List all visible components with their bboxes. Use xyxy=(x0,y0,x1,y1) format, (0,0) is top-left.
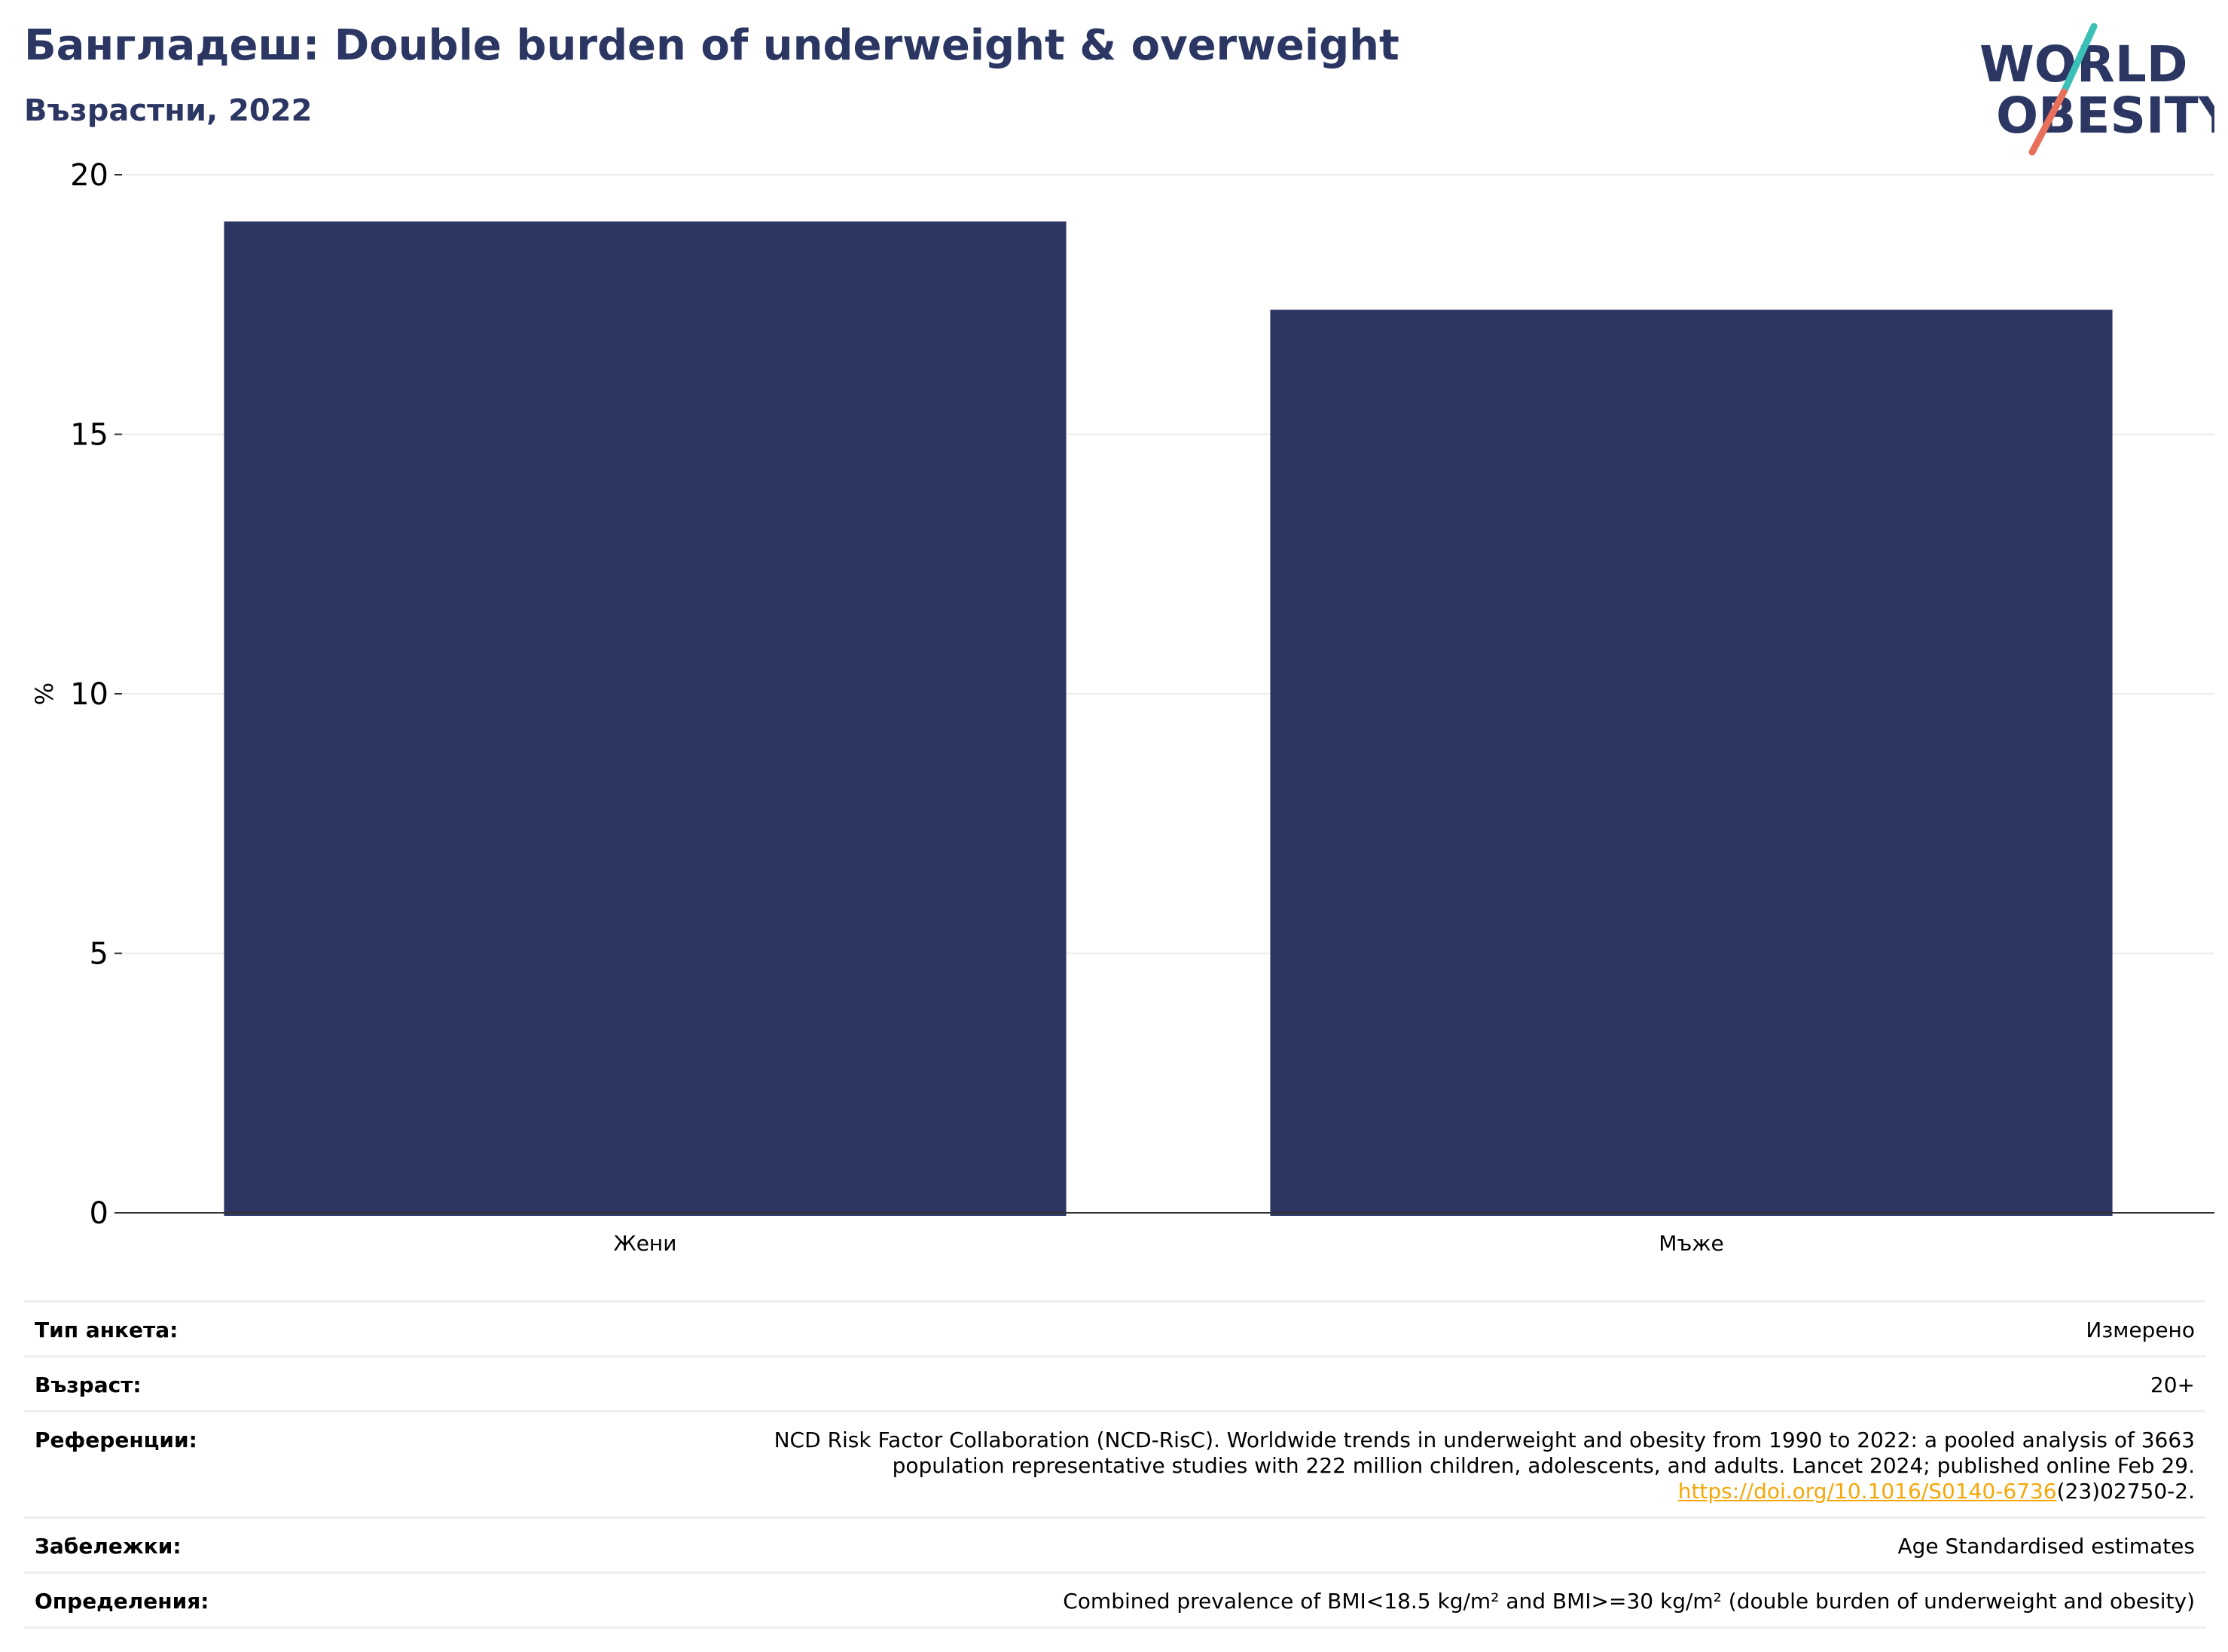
bar-2[interactable] xyxy=(1270,310,2113,1216)
meta-row-notes: Забележки: Age Standardised estimates xyxy=(24,1517,2205,1573)
y-tick-label: 10 xyxy=(70,677,108,712)
chart-subtitle: Възрастни, 2022 xyxy=(24,93,313,128)
metadata-table: Тип анкета: Измерено Възраст: 20+ Рефере… xyxy=(24,1300,2205,1629)
meta-row-references: Референции: NCD Risk Factor Collaboratio… xyxy=(24,1411,2205,1518)
reference-line-3: https://doi.org/10.1016/S0140-6736(23)02… xyxy=(295,1479,2195,1504)
meta-key: Определения: xyxy=(35,1589,209,1614)
meta-row-definitions: Определения: Combined prevalence of BMI<… xyxy=(24,1572,2205,1628)
reference-line-2: population representative studies with 2… xyxy=(892,1453,2195,1478)
bars xyxy=(224,221,2113,1216)
meta-value-reference: NCD Risk Factor Collaboration (NCD-RisC)… xyxy=(285,1412,2205,1518)
meta-value: Age Standardised estimates xyxy=(1897,1534,2195,1559)
chart-title: Бангладеш: Double burden of underweight … xyxy=(24,21,1399,70)
y-axis-ticks: 0 5 10 15 20 xyxy=(70,158,122,1231)
meta-value: Combined prevalence of BMI<18.5 kg/m² an… xyxy=(1063,1589,2195,1614)
y-tick-label: 20 xyxy=(70,158,108,193)
bar-1[interactable] xyxy=(224,221,1067,1216)
logo-slash-top xyxy=(2060,23,2098,96)
bar-chart: 0 5 10 15 20 Жени Мъже % xyxy=(30,158,2214,1256)
doi-suffix: (23)02750-2. xyxy=(2056,1479,2195,1504)
doi-link[interactable]: https://doi.org/10.1016/S0140-6736 xyxy=(1677,1479,2057,1504)
logo-slash-bottom xyxy=(2028,88,2068,156)
y-tick-label: 0 xyxy=(90,1196,108,1231)
meta-row-age: Възраст: 20+ xyxy=(24,1356,2205,1412)
meta-key: Тип анкета: xyxy=(35,1318,179,1342)
logo-text-obesity: OBESITY xyxy=(1996,87,2214,145)
y-tick-label: 5 xyxy=(90,937,108,972)
meta-key: Забележки: xyxy=(35,1534,182,1559)
meta-key: Възраст: xyxy=(35,1373,142,1397)
reference-line-1: NCD Risk Factor Collaboration (NCD-RisC)… xyxy=(774,1428,2195,1452)
x-tick-label: Жени xyxy=(614,1231,677,1256)
meta-value: 20+ xyxy=(2150,1373,2195,1397)
x-tick-label: Мъже xyxy=(1659,1231,1723,1256)
x-axis-labels: Жени Мъже xyxy=(614,1231,1724,1256)
world-obesity-logo: WORLD OBESITY xyxy=(1979,23,2214,156)
y-tick-label: 15 xyxy=(70,418,108,453)
meta-key: Референции: xyxy=(35,1428,197,1452)
meta-row-survey-type: Тип анкета: Измерено xyxy=(24,1301,2205,1357)
meta-value: Измерено xyxy=(2086,1318,2195,1342)
y-axis-label: % xyxy=(30,682,59,705)
